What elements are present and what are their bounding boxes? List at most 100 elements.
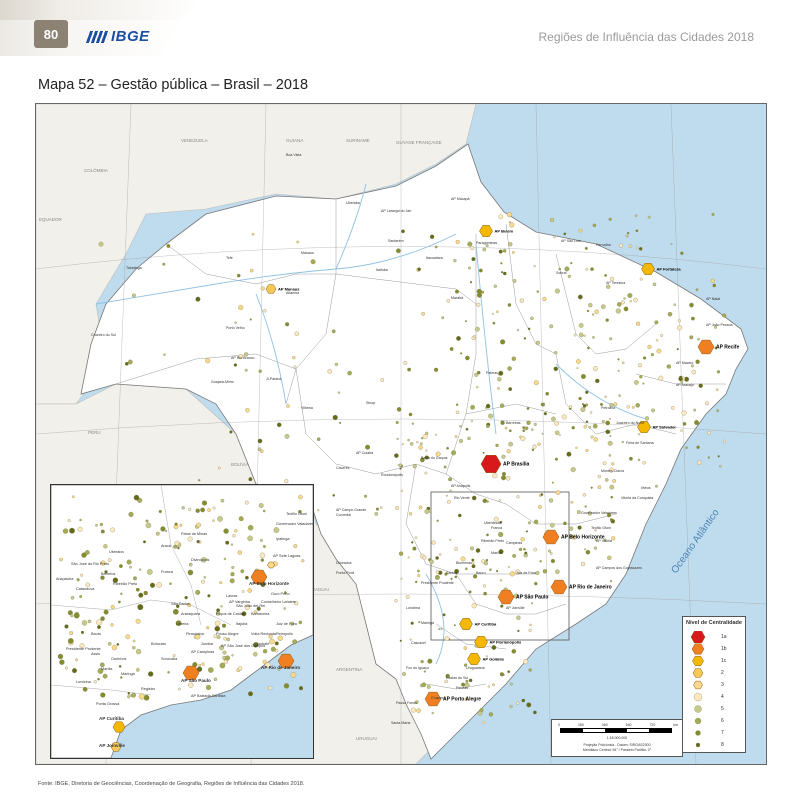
inset-city-dot (80, 630, 85, 634)
inset-city-dot (146, 569, 153, 575)
city-dot (634, 214, 638, 217)
inset-city-dot (293, 544, 298, 549)
capital-label: AP Rio de Janeiro (569, 585, 612, 591)
country-labels: COLÔMBIA VENEZUELA GUIANA SURINAME GUYAN… (39, 138, 442, 741)
city-label: AP João Pessoa (706, 323, 733, 327)
city-dot (411, 541, 414, 544)
inset-city-dot (100, 529, 105, 534)
city-dot (549, 522, 555, 528)
inset-city-dot (110, 527, 115, 533)
city-dot (717, 455, 720, 458)
city-dot (334, 362, 339, 367)
city-dot (257, 438, 263, 444)
city-dot (639, 277, 643, 281)
city-label: Presidente Prudente (421, 581, 454, 585)
legend-symbol-graphic (690, 631, 706, 643)
city-label: Feira de Santana (626, 441, 654, 445)
city-dot (647, 215, 651, 219)
city-dot (608, 217, 612, 221)
legend-symbol (689, 643, 707, 655)
city-dot (398, 463, 403, 467)
inset-city-label: Itajubá (236, 622, 248, 626)
inset-city-dot (245, 575, 249, 580)
inset-city-dot (69, 631, 74, 635)
city-dot (506, 476, 511, 481)
city-dot (475, 326, 480, 332)
city-dot (418, 505, 423, 510)
city-dot (526, 702, 532, 708)
city-dot (533, 710, 537, 715)
legend-symbol (689, 631, 707, 643)
city-dot (412, 546, 417, 551)
inset-city-dot (81, 552, 87, 558)
city-label: Santa Maria (391, 721, 410, 725)
city-dot (693, 408, 697, 412)
legend-symbol-graphic (694, 705, 702, 713)
legend-symbol (689, 739, 707, 751)
city-dot (408, 412, 413, 417)
city-dot (570, 262, 573, 265)
city-dot (498, 531, 504, 538)
city-dot (676, 348, 679, 351)
capital-hexagon (697, 339, 715, 355)
city-dot (445, 494, 448, 497)
city-dot (412, 464, 417, 469)
city-dot (445, 673, 450, 679)
city-dot (578, 332, 584, 338)
city-dot (553, 235, 556, 239)
city-dot (626, 405, 630, 409)
inset-city-dot (201, 500, 208, 506)
city-dot (712, 283, 717, 288)
city-dot (609, 435, 612, 437)
city-dot (465, 355, 470, 361)
city-dot (509, 222, 515, 228)
legend-hexagon (690, 631, 706, 643)
inset-city-dot (241, 590, 245, 593)
city-dot (416, 441, 419, 444)
city-label: AP Teresina (606, 281, 625, 285)
city-dot (509, 704, 513, 709)
city-dot (623, 306, 629, 312)
capital-label: AP Salvador (653, 425, 677, 430)
city-dot (722, 313, 727, 318)
legend-level-label: 3 (721, 682, 724, 688)
city-dot (498, 249, 503, 254)
city-labels: Boa Vista AP Macapá AP Laranjal do Jari San… (91, 153, 733, 725)
city-dot (694, 420, 700, 426)
inset-city-dot (223, 557, 227, 561)
city-dot (444, 636, 450, 642)
city-dot (166, 244, 171, 248)
city-dot (131, 293, 136, 298)
city-label: Vilhena (301, 406, 313, 410)
city-dot (578, 396, 582, 401)
city-label: Londrina (406, 606, 420, 610)
city-dot (590, 435, 594, 439)
inset-city-dot (201, 557, 207, 563)
city-label: Juiz de Fora (516, 571, 536, 575)
inset-city-label: Marília (101, 667, 113, 671)
city-dot (434, 367, 439, 372)
legend-row: 6 (689, 715, 741, 727)
city-dot (486, 533, 489, 537)
city-dot (508, 242, 513, 247)
inset-city-dot (230, 572, 235, 577)
city-label: Pelotas (456, 686, 468, 690)
city-dot (418, 445, 423, 450)
city-dot (425, 431, 429, 436)
city-dot (464, 682, 470, 688)
inset-city-dot (120, 676, 123, 679)
inset-city-dot (120, 592, 123, 595)
city-dot (229, 430, 233, 434)
city-dot (502, 249, 507, 253)
city-dot (419, 442, 423, 446)
capital-hexagon (497, 589, 515, 605)
city-label: Vitória da Conquista (621, 496, 653, 500)
city-dot (597, 474, 602, 479)
city-dot (423, 670, 426, 673)
city-dot (396, 437, 399, 440)
city-dot (478, 268, 483, 273)
legend-level-label: 2 (721, 670, 724, 676)
city-dot (680, 429, 683, 432)
inset-city-dot (298, 620, 303, 625)
inset-city-dot (132, 645, 136, 650)
